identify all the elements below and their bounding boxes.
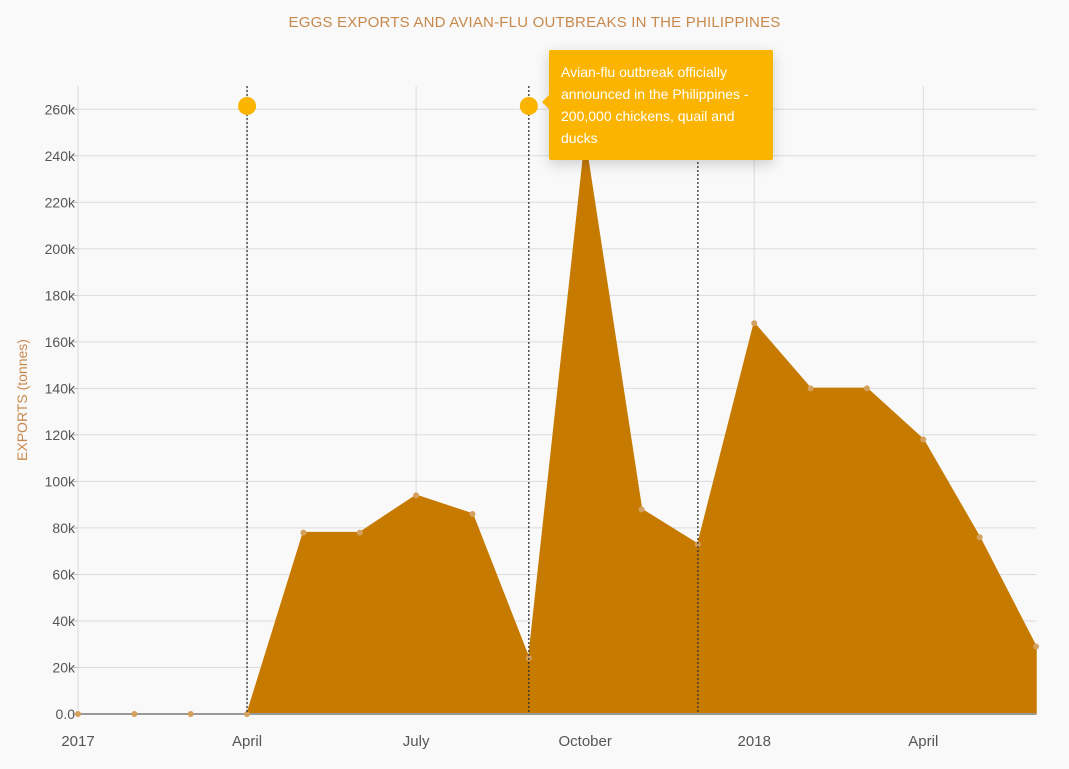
x-tick-label: 2018: [738, 733, 771, 750]
annotation-text: Avian-flu outbreak officially announced …: [561, 64, 749, 146]
x-tick-label: April: [232, 733, 262, 750]
y-tick-label: 0.0: [56, 706, 76, 722]
outbreak-marker: [519, 97, 538, 115]
x-tick-label: 2017: [61, 733, 94, 750]
annotation-tooltip: Avian-flu outbreak officially announced …: [542, 50, 773, 160]
x-tick-label: July: [403, 733, 430, 750]
data-point: [187, 711, 194, 717]
chart-title: EGGS EXPORTS AND AVIAN-FLU OUTBREAKS IN …: [288, 14, 781, 31]
data-point: [976, 534, 983, 541]
y-tick-label: 180k: [45, 287, 76, 303]
data-point: [1033, 643, 1039, 650]
data-point: [75, 711, 81, 717]
data-point: [751, 320, 758, 327]
data-point: [244, 711, 251, 717]
tooltip-arrow: [542, 95, 549, 109]
y-tick-label: 140k: [45, 380, 76, 396]
y-tick-label: 240k: [45, 148, 76, 164]
y-tick-label: 60k: [52, 566, 76, 582]
y-tick-label: 260k: [45, 101, 76, 117]
data-point: [413, 492, 420, 499]
y-tick-label: 20k: [52, 659, 76, 675]
x-tick-label: April: [908, 733, 938, 750]
y-tick-label: 40k: [52, 613, 76, 629]
data-point: [300, 529, 307, 536]
y-tick-label: 100k: [45, 473, 76, 489]
data-point: [863, 385, 870, 392]
data-point: [694, 541, 701, 548]
y-tick-label: 220k: [45, 194, 76, 210]
data-point: [356, 529, 363, 536]
y-tick-label: 120k: [45, 427, 76, 443]
x-tick-label: October: [558, 733, 611, 750]
data-point: [131, 711, 138, 717]
y-tick-label: 80k: [52, 520, 76, 536]
y-tick-label: 160k: [45, 334, 76, 350]
data-point: [469, 510, 476, 517]
data-point: [807, 385, 814, 392]
data-point: [920, 436, 927, 443]
data-point: [638, 506, 645, 513]
exports-area: [77, 141, 1037, 715]
outbreak-marker: [238, 97, 257, 115]
y-tick-label: 200k: [45, 241, 76, 257]
